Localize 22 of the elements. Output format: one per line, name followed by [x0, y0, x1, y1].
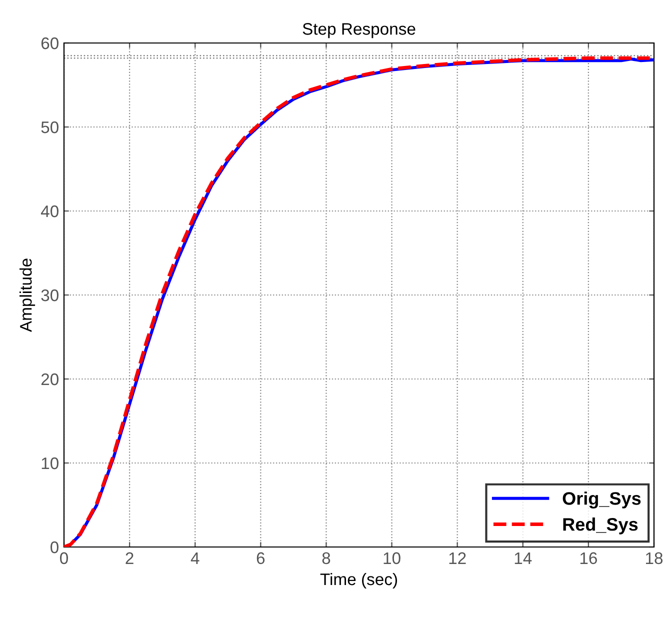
x-tick-label: 16 [580, 552, 597, 564]
x-tick-label: 10 [384, 552, 400, 564]
y-tick-label: 60 [41, 37, 58, 50]
chart-title: Step Response [302, 23, 416, 38]
y-tick-label: 50 [41, 121, 58, 134]
x-axis-title: Time (sec) [320, 572, 398, 588]
x-tick-label: 18 [646, 552, 663, 564]
y-axis-title: Amplitude [20, 258, 36, 332]
x-tick-label: 4 [190, 552, 200, 564]
x-tick-label: 8 [322, 552, 330, 564]
x-tick-label: 2 [126, 552, 134, 564]
legend-label: Red_Sys [563, 518, 638, 534]
y-tick-label: 40 [40, 205, 58, 218]
legend-label: Orig_Sys [562, 492, 641, 508]
y-tick-label: 0 [50, 541, 58, 554]
y-tick-label: 20 [41, 373, 58, 386]
y-tick-label: 10 [42, 457, 58, 470]
x-tick-label: 0 [60, 552, 68, 564]
x-tick-label: 12 [449, 552, 466, 564]
x-tick-label: 6 [256, 552, 265, 564]
y-tick-label: 30 [41, 289, 58, 302]
x-tick-label: 14 [514, 552, 532, 564]
